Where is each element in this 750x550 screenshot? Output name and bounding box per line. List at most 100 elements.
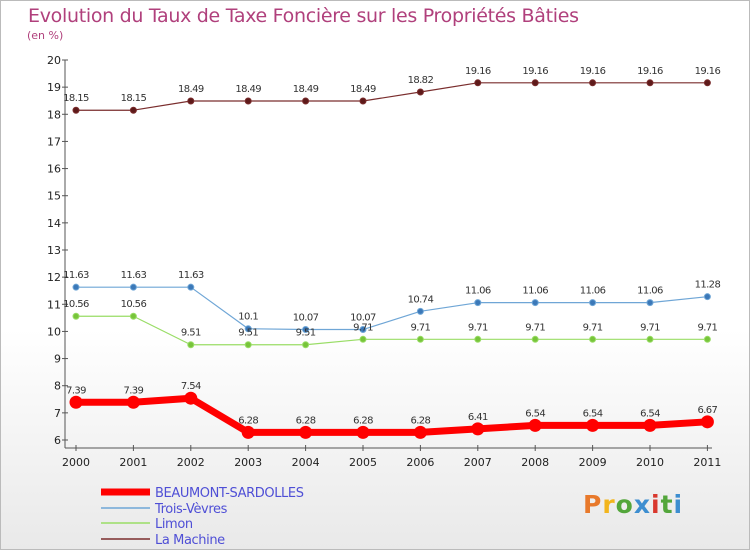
x-tick-label: 2009 [579,456,607,469]
data-label: 6.54 [525,408,545,419]
y-tick-label: 6 [54,434,61,447]
data-point [126,395,140,409]
y-tick-label: 14 [47,217,61,230]
data-point [528,418,542,432]
data-point [416,88,424,96]
y-tick-label: 11 [47,298,61,311]
logo-letter: i [673,490,684,519]
data-point [471,422,485,436]
data-point [302,97,310,105]
data-point [703,79,711,87]
data-point [359,335,367,343]
x-tick-label: 2006 [406,456,434,469]
data-point [646,79,654,87]
chart-title: Evolution du Taux de Taxe Foncière sur l… [28,5,579,27]
y-tick-label: 18 [47,108,61,121]
y-tick-label: 9 [54,353,61,366]
data-point [703,335,711,343]
data-point [356,425,370,439]
logo-letter: P [583,490,603,519]
data-point [646,299,654,307]
x-tick-label: 2003 [234,456,262,469]
data-label: 6.28 [353,415,373,426]
y-tick-label: 12 [47,271,61,284]
logo-letter: o [615,490,634,519]
data-label: 18.49 [235,84,261,95]
data-label: 11.63 [63,270,89,281]
x-tick-label: 2001 [119,456,147,469]
x-tick-label: 2004 [292,456,320,469]
y-tick-label: 10 [47,325,61,338]
data-label: 19.16 [695,66,721,77]
data-label: 11.06 [522,286,548,297]
data-point [129,283,137,291]
data-point [474,79,482,87]
legend-label: BEAUMONT-SARDOLLES [155,486,304,501]
data-point [244,97,252,105]
y-tick-label: 7 [54,407,61,420]
data-label: 10.1 [238,312,258,323]
logo-letter: x [633,490,651,519]
data-label: 9.51 [181,328,201,339]
data-point [241,425,255,439]
logo-letter: r [602,490,616,519]
data-point [244,341,252,349]
y-unit-label: (en %) [27,29,64,42]
y-tick-label: 20 [47,54,61,67]
y-tick-label: 17 [47,135,61,148]
data-label: 6.28 [296,415,316,426]
data-label: 6.28 [410,415,430,426]
data-label: 7.39 [66,385,86,396]
data-label: 18.49 [350,84,376,95]
axes: 6 7 8 9 10 11 12 13 14 15 16 17 18 19 20 2000 2001 2002 20… [47,54,721,469]
x-tick-label: 2002 [177,456,205,469]
data-point [244,325,252,333]
data-labels: 7.39 7.39 7.54 6.28 6.28 6.28 6.28 6.41 6.54 6.54… [63,66,721,427]
data-label: 18.15 [121,93,147,104]
data-point [72,312,80,320]
data-label: 9.71 [410,322,430,333]
data-label: 19.16 [580,66,606,77]
data-point [703,293,711,301]
data-label: 10.07 [293,313,319,324]
data-point [72,106,80,114]
data-point [413,425,427,439]
data-label: 6.54 [583,408,603,419]
data-label: 18.49 [293,84,319,95]
data-label: 11.06 [465,286,491,297]
data-point [129,312,137,320]
data-label: 6.67 [697,405,717,416]
x-tick-label: 2008 [521,456,549,469]
data-label: 9.71 [640,322,660,333]
data-label: 10.56 [63,299,89,310]
data-label: 9.71 [583,322,603,333]
data-label: 9.51 [296,328,316,339]
data-point [589,79,597,87]
data-point [700,415,714,429]
data-label: 19.16 [637,66,663,77]
y-tick-label: 16 [47,163,61,176]
series-line-3 [76,82,708,111]
data-point [187,283,195,291]
legend-label: Limon [155,517,193,532]
y-tick-label: 15 [47,190,61,203]
x-tick-label: 2000 [62,456,90,469]
data-label: 11.28 [695,280,721,291]
y-tick-label: 19 [47,81,61,94]
data-point [299,425,313,439]
data-label: 11.06 [637,286,663,297]
y-tick-label: 13 [47,244,61,257]
legend-label: Trois-Vèvres [154,502,228,517]
data-point [531,335,539,343]
data-point [474,335,482,343]
data-label: 18.82 [408,75,434,86]
logo-letter: t [660,490,674,519]
data-label: 10.74 [408,294,434,305]
data-label: 6.28 [238,415,258,426]
series-line-2 [76,315,708,346]
data-point [531,299,539,307]
data-label: 11.63 [121,270,147,281]
x-tick-label: 2011 [693,456,721,469]
